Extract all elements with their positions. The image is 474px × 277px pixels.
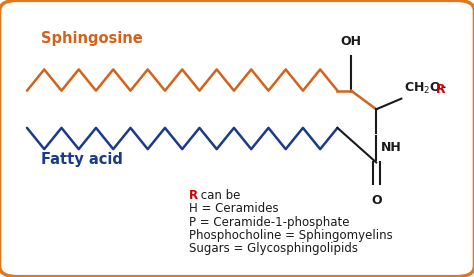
- Text: Sphingosine: Sphingosine: [41, 31, 143, 46]
- Text: Sugars = Glycosphingolipids: Sugars = Glycosphingolipids: [189, 242, 358, 255]
- Text: H = Ceramides: H = Ceramides: [189, 202, 279, 216]
- Text: Fatty acid: Fatty acid: [41, 152, 123, 167]
- Text: P = Ceramide-1-phosphate: P = Ceramide-1-phosphate: [189, 216, 349, 229]
- Text: R: R: [436, 83, 445, 96]
- Text: can be: can be: [197, 189, 241, 202]
- Text: Phosphocholine = Sphingomyelins: Phosphocholine = Sphingomyelins: [189, 229, 393, 242]
- Text: R: R: [189, 189, 198, 202]
- Text: OH: OH: [341, 35, 362, 48]
- Text: O: O: [371, 194, 382, 207]
- Text: CH$_2$O-: CH$_2$O-: [404, 81, 447, 96]
- Text: NH: NH: [381, 141, 401, 154]
